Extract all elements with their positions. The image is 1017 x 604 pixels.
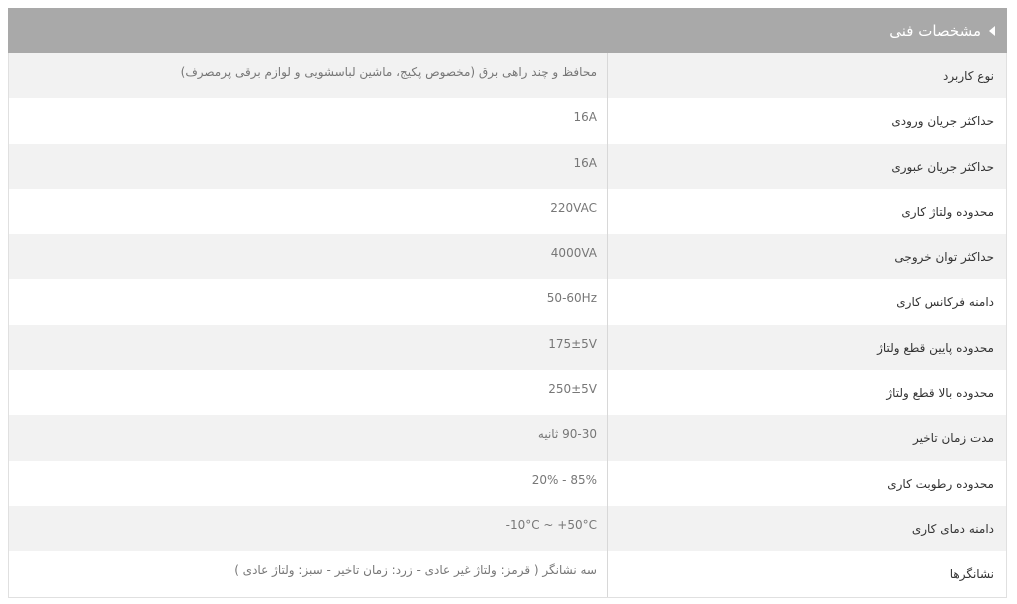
spec-row: حداکثر جریان عبوری 16A	[8, 143, 1007, 189]
spec-label: مدت زمان تاخیر	[607, 415, 1006, 461]
spec-label: حداکثر توان خروجی	[607, 234, 1006, 280]
spec-row: دامنه فرکانس کاری 50-60Hz	[8, 279, 1007, 325]
spec-label: محدوده رطوبت کاری	[607, 460, 1006, 506]
spec-row: نشانگرها سه نشانگر ( قرمز: ولتاژ غیر عادی…	[8, 551, 1007, 597]
spec-value: 175±5V	[548, 336, 597, 351]
spec-label: حداکثر جریان ورودی	[607, 98, 1006, 144]
spec-label: دامنه دمای کاری	[607, 505, 1006, 552]
spec-label: محدوده ولتاژ کاری	[607, 188, 1006, 235]
spec-value: 220VAC	[550, 200, 597, 215]
spec-value: 16A	[573, 155, 597, 170]
spec-row: محدوده ولتاژ کاری 220VAC	[8, 188, 1007, 235]
spec-label: حداکثر جریان عبوری	[607, 143, 1006, 189]
spec-label: دامنه فرکانس کاری	[607, 279, 1006, 325]
spec-row: حداکثر توان خروجی 4000VA	[8, 234, 1007, 280]
spec-value: محافظ و چند راهی برق (مخصوص پکیج، ماشین …	[180, 65, 597, 79]
spec-row: نوع کاربرد محافظ و چند راهی برق (مخصوص پک…	[8, 53, 1007, 99]
spec-label: محدوده بالا قطع ولتاژ	[607, 370, 1006, 416]
spec-value: 20% - 85%	[531, 472, 597, 487]
specs-table: نوع کاربرد محافظ و چند راهی برق (مخصوص پک…	[8, 53, 1007, 598]
spec-row: محدوده بالا قطع ولتاژ 250±5V	[8, 370, 1007, 416]
spec-value: 250±5V	[548, 382, 597, 397]
spec-value: 16A	[573, 110, 597, 125]
specs-header[interactable]: مشخصات فنی	[8, 8, 1007, 53]
specs-title: مشخصات فنی	[889, 21, 981, 40]
spec-value: سه نشانگر ( قرمز: ولتاژ غیر عادی - زرد: …	[234, 563, 597, 578]
spec-value: -10°C ~ +50°C	[505, 517, 597, 532]
spec-row: دامنه دمای کاری -10°C ~ +50°C	[8, 505, 1007, 552]
spec-row: محدوده پایین قطع ولتاژ 175±5V	[8, 324, 1007, 371]
caret-left-icon	[989, 25, 995, 36]
spec-value: 4000VA	[550, 246, 597, 261]
spec-label: نوع کاربرد	[607, 53, 1006, 99]
spec-label: محدوده پایین قطع ولتاژ	[607, 324, 1006, 371]
spec-row: محدوده رطوبت کاری 20% - 85%	[8, 460, 1007, 506]
spec-value: 90-30 ثانیه	[537, 427, 597, 442]
specs-panel: مشخصات فنی نوع کاربرد محافظ و چند راهی بر…	[8, 8, 1007, 598]
spec-value: 50-60Hz	[546, 291, 597, 306]
spec-row: مدت زمان تاخیر 90-30 ثانیه	[8, 415, 1007, 461]
spec-label: نشانگرها	[607, 551, 1006, 597]
spec-row: حداکثر جریان ورودی 16A	[8, 98, 1007, 144]
